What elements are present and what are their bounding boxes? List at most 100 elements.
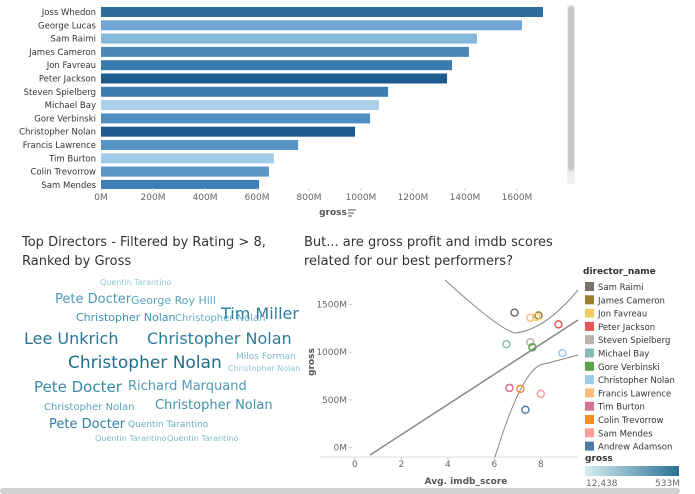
bar-label: Sam Mendes xyxy=(41,181,96,191)
x-tick-label: 1200M xyxy=(398,193,429,203)
cloud-word: Lee Unkrich xyxy=(24,329,118,348)
point xyxy=(505,383,514,393)
point xyxy=(516,384,525,394)
point xyxy=(536,389,546,399)
bar-label: Joss Whedon xyxy=(41,8,96,18)
bar-label: George Lucas xyxy=(38,21,97,31)
x-tick-label: 400M xyxy=(193,193,218,203)
sort-icon[interactable] xyxy=(348,209,356,217)
legend-label: Tim Burton xyxy=(597,403,645,413)
trend-line xyxy=(369,319,579,456)
cloud-word: Christopher Nolan xyxy=(175,313,265,324)
legend-swatch xyxy=(585,308,594,318)
point xyxy=(554,320,563,329)
cloud-word: Milos Forman xyxy=(236,352,296,362)
point xyxy=(502,340,511,349)
x-tick-label: 1400M xyxy=(450,193,481,203)
bar-label: Francis Lawrence xyxy=(23,141,96,151)
x-tick-label: 1000M xyxy=(346,193,377,203)
x-tick-label: 1600M xyxy=(502,193,533,203)
legend-label: James Cameron xyxy=(597,296,665,306)
point xyxy=(531,312,541,322)
color-min: 12,438 xyxy=(586,479,618,489)
cloud-title: Ranked by Gross xyxy=(22,254,131,269)
legend-swatch xyxy=(585,441,594,451)
cloud-word: Quentin Tarantino xyxy=(95,434,166,443)
point xyxy=(521,405,530,414)
bar-label: Jon Favreau xyxy=(46,61,96,71)
legend-label: Francis Lawrence xyxy=(598,389,671,399)
cloud-word: George Roy Hill xyxy=(131,294,216,307)
color-legend-title: gross xyxy=(585,454,613,464)
bar-label: Steven Spielberg xyxy=(24,88,96,98)
y-axis-title: gross xyxy=(307,348,317,376)
bar-label: Michael Bay xyxy=(45,101,96,111)
legend-swatch xyxy=(585,375,594,385)
y-tick-label: 500M xyxy=(322,396,347,406)
bar-label: Sam Raimi xyxy=(50,35,96,45)
bar-label: Tim Burton xyxy=(48,154,96,164)
bar xyxy=(101,86,389,97)
bar xyxy=(101,140,299,150)
confidence-band xyxy=(494,354,579,458)
legend-swatch xyxy=(585,415,594,424)
scatter-title: related for our best performers? xyxy=(304,254,513,269)
x-tick-label: 800M xyxy=(297,193,322,203)
y-tick-label: 1500M xyxy=(316,301,347,311)
x-tick-label: 200M xyxy=(141,193,166,203)
legend-swatch xyxy=(585,428,594,438)
y-tick-label: 1000M xyxy=(316,348,347,358)
cloud-word: Pete Docter xyxy=(55,292,132,307)
legend-swatch xyxy=(585,388,594,398)
h-scrollbar[interactable] xyxy=(0,488,680,494)
bar xyxy=(101,60,452,71)
color-ramp xyxy=(585,466,679,476)
x-axis-title: gross xyxy=(319,208,347,218)
legend-swatch xyxy=(585,348,594,358)
cloud-word: Christopher Nolan xyxy=(228,364,300,373)
legend-label: Christopher Nolan xyxy=(598,376,675,386)
bar xyxy=(101,73,448,84)
legend[interactable]: Sam Raimi James Cameron Jon Favreau Peter J… xyxy=(585,282,675,453)
point xyxy=(526,338,535,347)
bar xyxy=(101,33,477,44)
x-axis-title: Avg. imdb_score xyxy=(425,477,508,487)
point xyxy=(558,348,567,358)
cloud-word: Christopher Nolan xyxy=(155,398,273,413)
x-tick-label: 2 xyxy=(398,460,404,470)
cloud-word: Quentin Tarantino xyxy=(100,278,171,287)
bar xyxy=(101,153,274,164)
cloud-title: Top Directors - Filtered by Rating > 8, xyxy=(21,235,266,250)
cloud-word: Quentin Tarantino xyxy=(167,434,238,443)
x-tick-label: 0 xyxy=(352,460,358,470)
confidence-band xyxy=(444,279,579,334)
bar-area: Joss Whedon George Lucas Sam Raimi James Ca… xyxy=(19,7,543,191)
legend-label: Sam Raimi xyxy=(598,283,644,293)
bar xyxy=(101,166,269,177)
scrollbar-thumb[interactable] xyxy=(568,6,574,171)
legend-swatch xyxy=(585,335,594,345)
bar-label: James Cameron xyxy=(28,48,96,58)
bar xyxy=(101,46,469,57)
bar-label: Gore Verbinski xyxy=(34,114,96,124)
cloud-word: Richard Marquand xyxy=(128,379,247,394)
x-tick-label: 6 xyxy=(491,460,497,470)
cloud-word: Pete Docter xyxy=(34,378,123,396)
legend-swatch xyxy=(585,282,594,291)
legend-label: Andrew Adamson xyxy=(598,443,672,453)
bar xyxy=(101,20,522,31)
legend-swatch xyxy=(585,401,594,411)
bar xyxy=(101,113,371,124)
point xyxy=(526,313,535,323)
bar-label: Peter Jackson xyxy=(39,75,96,85)
legend-swatch xyxy=(585,361,594,371)
cloud-word: Pete Docter xyxy=(49,417,126,432)
x-tick-label: 8 xyxy=(538,460,544,470)
legend-label: Steven Spielberg xyxy=(598,336,670,346)
cloud-word: Christopher Nolan xyxy=(68,353,222,373)
scatter-title: But... are gross profit and imdb scores xyxy=(304,235,553,250)
x-tick-label: 0M xyxy=(94,193,108,203)
point xyxy=(528,343,537,352)
